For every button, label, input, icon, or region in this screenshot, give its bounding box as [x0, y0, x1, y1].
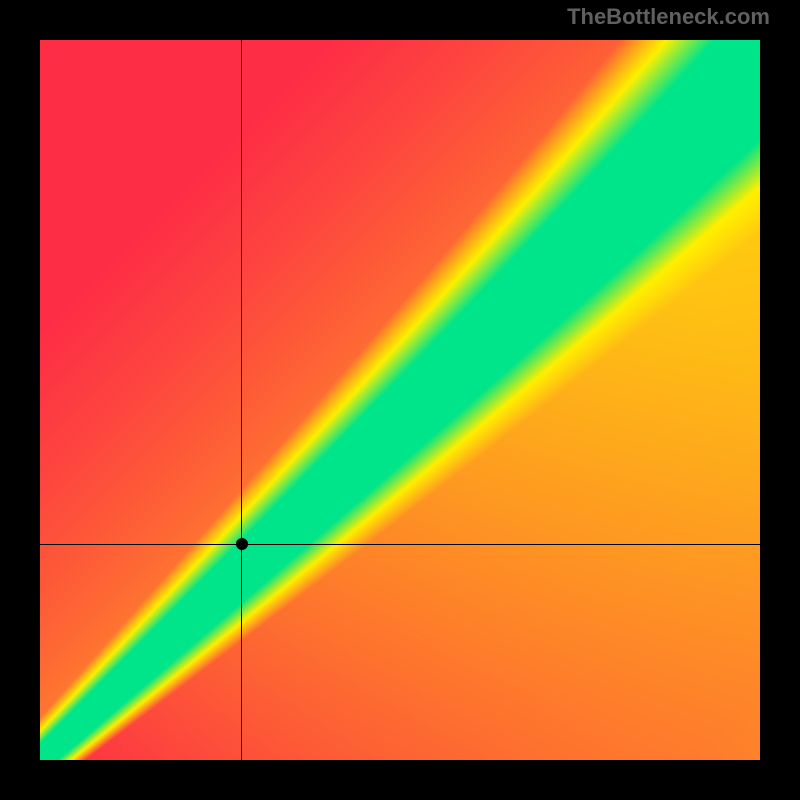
- data-marker-point: [236, 538, 248, 550]
- heatmap-canvas: [40, 40, 760, 760]
- crosshair-vertical: [241, 40, 242, 760]
- watermark-text: TheBottleneck.com: [567, 4, 770, 30]
- crosshair-horizontal: [40, 544, 760, 545]
- chart-container: TheBottleneck.com: [0, 0, 800, 800]
